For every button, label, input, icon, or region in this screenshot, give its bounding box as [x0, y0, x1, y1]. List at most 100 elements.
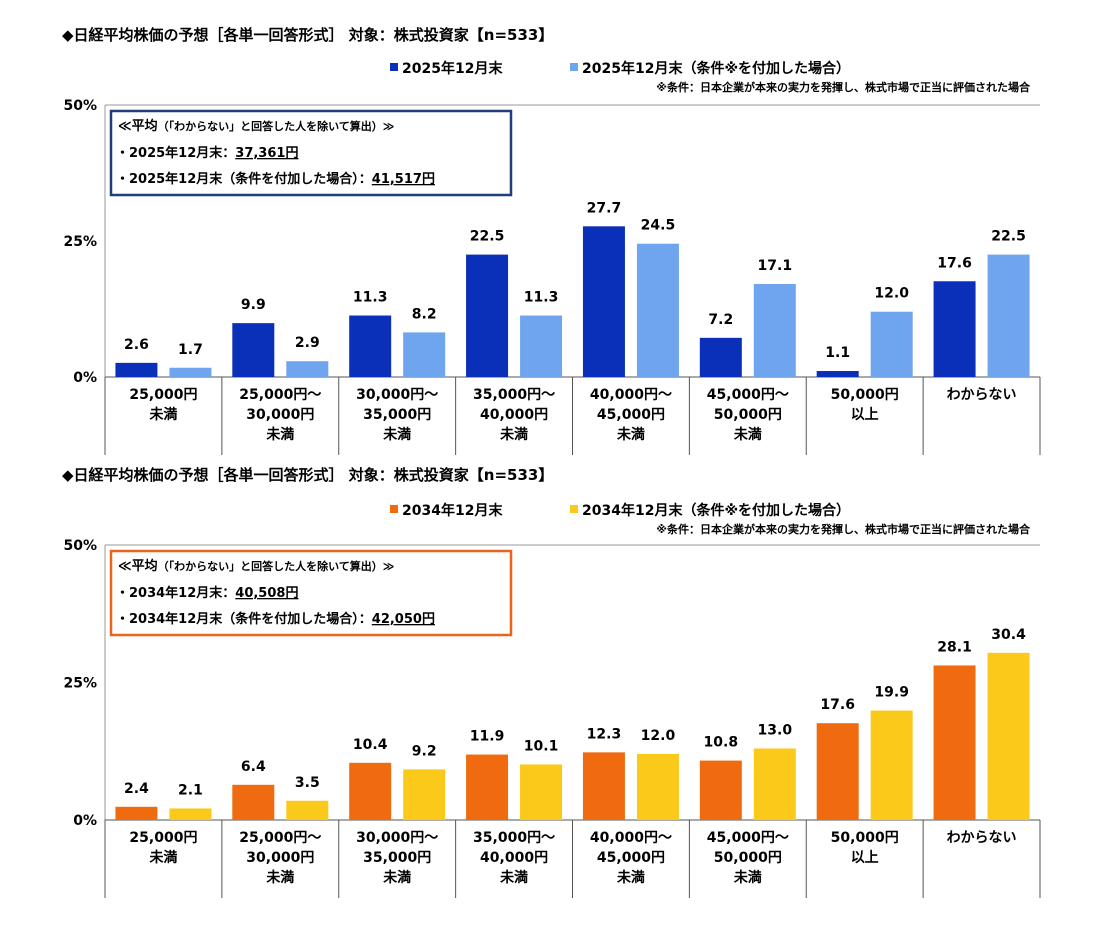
average-line-1: ・2025年12月末：37,361円 [116, 145, 298, 161]
legend-swatch [570, 505, 578, 513]
bar-value-label: 2.1 [178, 782, 203, 798]
legend-label: 2025年12月末（条件※を付加した場合） [582, 60, 850, 77]
bar-base [582, 226, 625, 377]
x-category-label: 未満 [734, 869, 762, 886]
bar-base [816, 723, 859, 820]
average-value: 41,517円 [372, 172, 435, 187]
x-category-label: 以上 [851, 407, 879, 423]
x-category-label: 未満 [266, 426, 294, 443]
x-category-label: 30,000円 [246, 850, 314, 866]
x-category-label: 25,000円～ [239, 387, 321, 403]
bar-value-label: 27.7 [587, 200, 622, 216]
x-category-label: 25,000円 [129, 387, 197, 403]
bar-condition [753, 748, 796, 820]
bar-value-label: 9.9 [241, 297, 266, 313]
condition-note: ※条件：日本企業が本来の実力を発揮し、株式市場で正当に評価された場合 [656, 80, 1031, 94]
x-category-label: 35,000円 [363, 407, 431, 423]
bar-value-label: 13.0 [758, 723, 793, 739]
average-line-1: ・2034年12月末：40,508円 [116, 585, 298, 601]
x-category-label: 未満 [617, 869, 645, 886]
bar-condition [169, 808, 212, 820]
average-value: 40,508円 [235, 586, 298, 601]
condition-note: ※条件：日本企業が本来の実力を発揮し、株式市場で正当に評価された場合 [656, 522, 1031, 536]
bar-value-label: 2.6 [124, 337, 149, 353]
x-category-label: 40,000円～ [590, 830, 672, 846]
bar-value-label: 2.4 [124, 781, 149, 797]
x-category-label: 45,000円～ [707, 387, 789, 403]
bar-condition [520, 315, 563, 377]
bar-value-label: 7.2 [708, 312, 733, 328]
bar-value-label: 17.6 [937, 255, 972, 271]
bar-value-label: 3.5 [295, 775, 320, 791]
bar-value-label: 24.5 [641, 218, 676, 234]
bar-value-label: 2.9 [295, 335, 320, 351]
bar-base [349, 762, 392, 820]
bar-value-label: 11.3 [353, 290, 388, 306]
bar-condition [403, 769, 446, 820]
bar-condition [286, 361, 329, 377]
x-category-label: 45,000円 [597, 407, 665, 423]
bar-value-label: 10.8 [704, 735, 739, 751]
chart-1: ◆日経平均株価の予想［各単一回答形式］ 対象：株式投資家【n=533】 2025年… [62, 26, 1041, 455]
bar-base [232, 323, 275, 377]
bar-condition [636, 754, 679, 820]
bar-value-label: 11.9 [470, 729, 505, 745]
bar-condition [987, 254, 1030, 377]
average-line-2: ・2034年12月末（条件を付加した場合）：42,050円 [116, 611, 435, 627]
bar-base [349, 315, 392, 377]
average-line-2: ・2025年12月末（条件を付加した場合）：41,517円 [116, 171, 435, 187]
x-category-label: 40,000円 [480, 850, 548, 866]
bar-value-label: 22.5 [470, 229, 505, 245]
y-tick-label: 50% [63, 538, 97, 554]
legend-swatch [570, 63, 578, 71]
x-category-label: 未満 [266, 869, 294, 886]
average-heading: ≪平均（「わからない」と回答した人を除いて算出）≫ [118, 118, 394, 134]
bar-condition [870, 710, 913, 820]
x-category-label: 以上 [851, 850, 879, 866]
bar-condition [403, 332, 446, 377]
x-category-label: 未満 [149, 849, 177, 866]
bar-value-label: 8.2 [412, 306, 437, 322]
bar-value-label: 1.7 [178, 342, 203, 358]
bar-base [582, 752, 625, 820]
average-value: 37,361円 [235, 146, 298, 161]
x-category-label: 35,000円 [363, 850, 431, 866]
bar-value-label: 19.9 [874, 685, 909, 701]
bar-base [816, 371, 859, 377]
x-category-label: 未満 [383, 869, 411, 886]
bar-value-label: 17.6 [820, 697, 855, 713]
y-tick-label: 0% [73, 370, 97, 386]
x-category-label: 25,000円～ [239, 830, 321, 846]
y-tick-label: 50% [63, 98, 97, 114]
x-category-label: 40,000円～ [590, 387, 672, 403]
y-tick-label: 25% [63, 234, 97, 250]
bar-value-label: 1.1 [825, 345, 850, 361]
legend-label: 2034年12月末（条件※を付加した場合） [582, 502, 850, 519]
x-category-label: 50,000円 [831, 830, 899, 846]
y-tick-label: 0% [73, 813, 97, 829]
bar-value-label: 28.1 [937, 639, 972, 655]
x-category-label: わからない [947, 830, 1017, 846]
bar-condition [987, 652, 1030, 820]
x-category-label: 50,000円 [714, 407, 782, 423]
bar-base [115, 362, 158, 377]
bar-value-label: 6.4 [241, 759, 266, 775]
x-category-label: 未満 [383, 426, 411, 443]
x-category-label: 未満 [734, 426, 762, 443]
legend-label: 2025年12月末 [402, 60, 503, 77]
x-category-label: 45,000円 [597, 850, 665, 866]
bar-condition [636, 243, 679, 377]
chart-title: ◆日経平均株価の予想［各単一回答形式］ 対象：株式投資家【n=533】 [62, 466, 553, 484]
legend-swatch [390, 505, 398, 513]
x-category-label: 未満 [149, 406, 177, 423]
x-category-label: 未満 [500, 869, 528, 886]
bar-condition [753, 283, 796, 377]
x-category-label: 35,000円～ [473, 387, 555, 403]
bar-value-label: 10.4 [353, 737, 388, 753]
x-category-label: 45,000円～ [707, 830, 789, 846]
chart-title: ◆日経平均株価の予想［各単一回答形式］ 対象：株式投資家【n=533】 [62, 26, 553, 44]
x-category-label: 40,000円 [480, 407, 548, 423]
x-category-label: 50,000円 [714, 850, 782, 866]
bar-condition [520, 764, 563, 820]
